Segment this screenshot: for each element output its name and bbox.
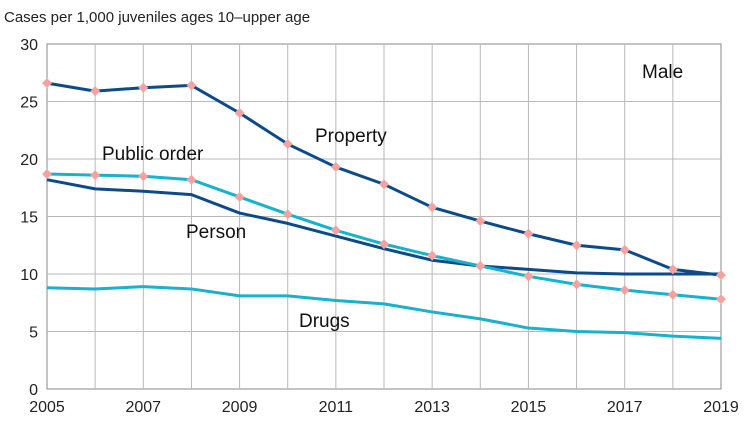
y-axis-title: Cases per 1,000 juveniles ages 10–upper … bbox=[4, 9, 310, 26]
data-point-property bbox=[330, 162, 341, 173]
y-tick-label: 15 bbox=[20, 210, 38, 227]
y-tick-label: 20 bbox=[20, 152, 38, 169]
x-tick-label: 2017 bbox=[607, 399, 643, 416]
data-point-public-order bbox=[716, 294, 726, 305]
y-tick-label: 10 bbox=[20, 267, 38, 284]
data-point-public-order bbox=[330, 225, 341, 236]
data-point-public-order bbox=[667, 289, 678, 300]
y-axis-ticks: 0 5 10 15 20 25 30 bbox=[20, 37, 38, 399]
panel-label: Male bbox=[642, 62, 683, 83]
data-point-property bbox=[427, 202, 438, 213]
y-tick-label: 25 bbox=[20, 95, 38, 112]
data-point-property bbox=[282, 139, 293, 150]
series-markers bbox=[42, 78, 726, 305]
y-tick-label: 30 bbox=[20, 37, 38, 54]
series-line-drugs bbox=[46, 285, 722, 340]
data-point-public-order bbox=[186, 174, 197, 185]
data-point-property bbox=[571, 240, 582, 251]
x-tick-label: 2011 bbox=[319, 399, 354, 416]
data-point-public-order bbox=[42, 168, 52, 179]
data-point-property bbox=[186, 80, 197, 91]
data-point-property bbox=[667, 264, 678, 275]
data-point-property bbox=[234, 108, 245, 118]
data-point-public-order bbox=[523, 271, 534, 282]
x-tick-label: 2005 bbox=[29, 399, 65, 416]
data-point-public-order bbox=[571, 279, 582, 290]
x-tick-label: 2013 bbox=[414, 399, 450, 416]
y-tick-label: 0 bbox=[29, 382, 38, 399]
data-point-property bbox=[523, 228, 534, 239]
data-point-public-order bbox=[90, 170, 101, 181]
data-point-public-order bbox=[138, 171, 149, 182]
x-tick-label: 2015 bbox=[511, 399, 547, 416]
series-label-drugs: Drugs bbox=[299, 311, 350, 332]
x-tick-label: 2009 bbox=[222, 399, 258, 416]
data-point-public-order bbox=[427, 250, 438, 261]
data-point-property bbox=[475, 216, 486, 227]
data-point-property bbox=[619, 244, 630, 255]
series-label-public-order: Public order bbox=[102, 144, 204, 165]
data-point-property bbox=[42, 78, 52, 89]
y-tick-label: 5 bbox=[29, 325, 38, 342]
data-point-property bbox=[138, 82, 149, 93]
data-point-property bbox=[379, 179, 389, 190]
data-point-public-order bbox=[282, 209, 293, 220]
data-point-public-order bbox=[234, 191, 245, 202]
series-label-property: Property bbox=[315, 126, 387, 147]
data-point-public-order bbox=[619, 285, 630, 296]
data-point-property bbox=[90, 86, 101, 97]
data-point-property bbox=[716, 270, 726, 281]
x-tick-label: 2019 bbox=[703, 399, 739, 416]
data-point-public-order bbox=[379, 239, 389, 250]
x-tick-label: 2007 bbox=[125, 399, 161, 416]
series-label-person: Person bbox=[186, 222, 246, 243]
x-axis-ticks: 2005 2007 2009 2011 2013 2015 2017 2019 bbox=[29, 399, 739, 416]
data-point-public-order bbox=[475, 260, 486, 271]
